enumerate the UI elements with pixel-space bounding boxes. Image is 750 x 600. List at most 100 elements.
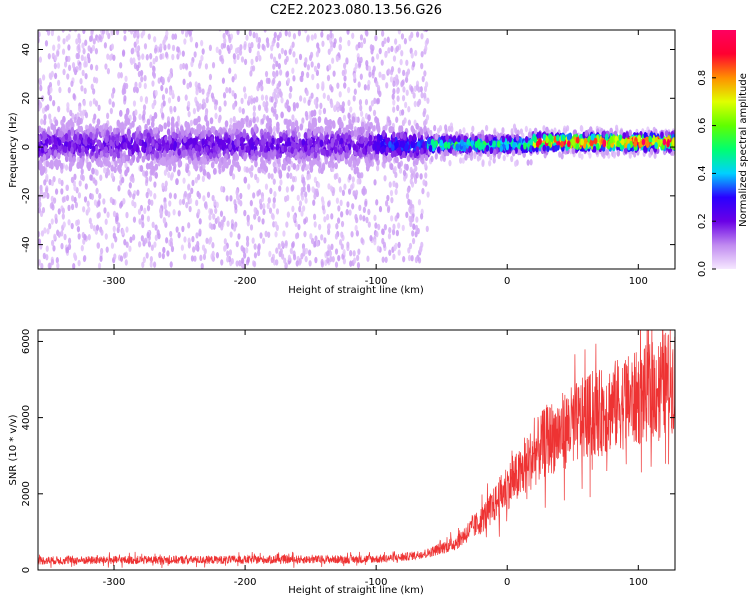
heatmap-cell	[104, 218, 108, 225]
heatmap-cell	[270, 44, 274, 52]
heatmap-cell	[304, 57, 308, 64]
heatmap-cell	[226, 250, 230, 257]
heatmap-cell	[313, 151, 318, 159]
heatmap-cell	[182, 20, 185, 26]
heatmap-cell	[168, 73, 172, 80]
heatmap-cell	[172, 131, 177, 139]
heatmap-cell	[239, 192, 243, 200]
heatmap-cell	[193, 118, 197, 126]
heatmap-cell	[420, 62, 424, 70]
heatmap-cell	[342, 257, 346, 265]
heatmap-cell	[262, 203, 266, 210]
heatmap-cell	[286, 172, 290, 179]
heatmap-cell	[341, 106, 345, 114]
heatmap-cell	[390, 215, 394, 222]
heatmap-cell	[253, 22, 256, 28]
heatmap-cell	[175, 226, 179, 233]
heatmap-cell	[182, 149, 186, 157]
heatmap-cell	[167, 43, 171, 50]
heatmap-cell	[324, 134, 329, 142]
heatmap-cell	[290, 146, 295, 154]
heatmap-cell	[269, 187, 273, 195]
heatmap-cell	[284, 262, 288, 269]
heatmap-cell	[326, 250, 330, 257]
heatmap-cell	[265, 106, 269, 114]
heatmap-cell	[322, 148, 327, 156]
heatmap-cell	[367, 146, 371, 154]
heatmap-cell	[310, 61, 314, 68]
heatmap-cell	[196, 150, 200, 158]
heatmap-cell	[43, 118, 47, 126]
heatmap-cell	[400, 33, 405, 40]
heatmap-cell	[184, 31, 189, 38]
heatmap-cell	[291, 175, 296, 183]
heatmap-cell	[57, 208, 61, 215]
heatmap-cell	[424, 172, 428, 179]
heatmap-cell	[272, 178, 276, 185]
heatmap-cell	[286, 156, 291, 164]
heatmap-cell	[177, 210, 181, 217]
heatmap-cell	[247, 183, 251, 190]
heatmap-cell	[176, 141, 180, 149]
heatmap-cell	[302, 160, 307, 168]
heatmap-cell	[288, 119, 292, 127]
heatmap-cell	[341, 189, 346, 197]
heatmap-cell	[50, 179, 54, 187]
heatmap-cell	[240, 245, 244, 252]
heatmap-cell	[165, 30, 169, 37]
heatmap-cell	[348, 173, 352, 181]
heatmap-cell	[72, 142, 77, 150]
heatmap-cell	[166, 250, 170, 257]
heatmap-cell	[146, 215, 151, 222]
heatmap-cell	[119, 72, 123, 79]
heatmap-cell	[410, 85, 414, 93]
heatmap-cell	[42, 252, 46, 260]
heatmap-cell	[311, 73, 315, 81]
heatmap-cell	[76, 219, 80, 226]
heatmap-cell	[402, 69, 406, 77]
heatmap-cell	[267, 197, 271, 204]
heatmap-cell	[218, 30, 222, 32]
heatmap-cell	[150, 153, 155, 161]
heatmap-cell	[228, 249, 233, 256]
heatmap-cell	[98, 125, 103, 133]
heatmap-cell	[191, 147, 196, 155]
heatmap-cell	[190, 187, 194, 195]
heatmap-cell	[237, 233, 241, 240]
heatmap-cell	[161, 182, 165, 190]
heatmap-cell	[214, 129, 219, 137]
heatmap-cell	[246, 256, 250, 264]
heatmap-cell	[276, 125, 280, 133]
heatmap-cell	[353, 167, 358, 175]
heatmap-cell	[257, 42, 261, 50]
heatmap-cell	[289, 247, 293, 255]
heatmap-cell	[123, 252, 127, 259]
heatmap-cell	[320, 261, 324, 268]
heatmap-cell	[91, 145, 96, 153]
heatmap-cell	[337, 205, 341, 212]
heatmap-cell	[96, 118, 101, 126]
heatmap-cell	[414, 49, 418, 57]
heatmap-cell	[60, 188, 64, 195]
heatmap-cell	[345, 208, 349, 216]
heatmap-cell	[64, 164, 69, 171]
heatmap-cell	[260, 138, 265, 146]
heatmap-cell	[284, 30, 288, 37]
heatmap-cell	[156, 229, 160, 236]
heatmap-cell	[53, 233, 57, 241]
heatmap-cell	[177, 95, 181, 103]
heatmap-cell	[368, 105, 372, 112]
heatmap-cell	[64, 155, 69, 163]
heatmap-cell	[330, 86, 334, 93]
heatmap-cell	[485, 136, 490, 144]
heatmap-cell	[141, 53, 145, 60]
heatmap-cell	[268, 250, 272, 258]
heatmap-cell	[292, 105, 297, 112]
heatmap-cell	[346, 241, 350, 248]
heatmap-cell	[415, 216, 419, 223]
heatmap-cell	[104, 146, 109, 154]
heatmap-cell	[124, 154, 128, 162]
heatmap-cell	[145, 191, 149, 199]
heatmap-cell	[173, 33, 178, 40]
heatmap-cell	[187, 138, 191, 146]
